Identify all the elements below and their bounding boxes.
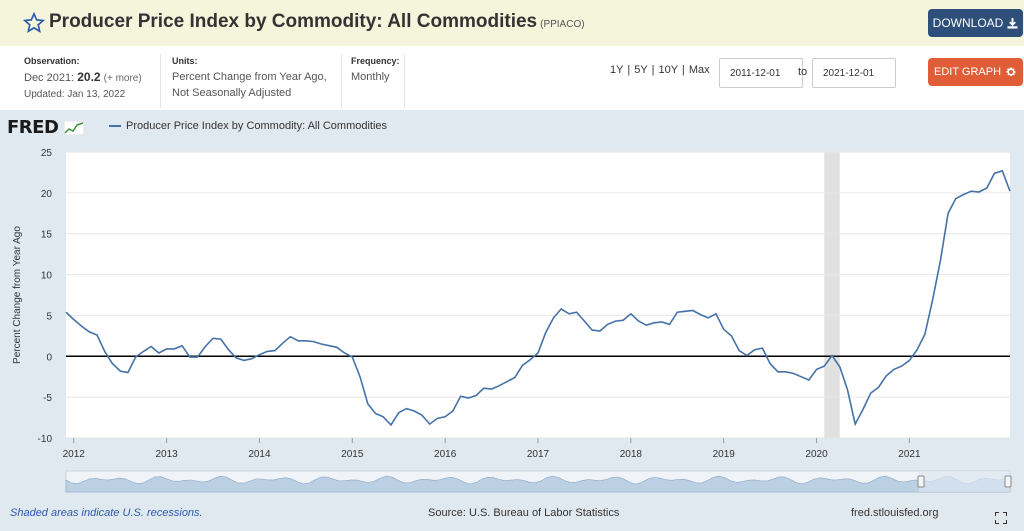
- start-date-input[interactable]: 2011-12-01: [719, 58, 803, 88]
- x-tick-label: 2018: [620, 449, 643, 460]
- x-tick-label: 2013: [155, 449, 178, 460]
- x-tick-label: 2012: [63, 449, 86, 460]
- series-title: Producer Price Index by Commodity: All C…: [49, 11, 538, 32]
- fullscreen-icon[interactable]: [995, 512, 1007, 524]
- observation-value: 20.2: [77, 70, 101, 84]
- series-line[interactable]: [65, 169, 1011, 427]
- observation-date: Dec 2021:: [24, 72, 75, 84]
- series-id: (PPIACO): [540, 19, 585, 30]
- meta-divider: [404, 54, 405, 108]
- units-line2: Not Seasonally Adjusted: [172, 87, 292, 99]
- recession-note: Shaded areas indicate U.S. recessions.: [10, 507, 203, 519]
- x-tick-label: 2021: [898, 449, 921, 460]
- x-tick-label: 2015: [341, 449, 364, 460]
- x-tick-label: 2019: [713, 449, 736, 460]
- y-tick-label: 5: [46, 311, 52, 322]
- chart-legend: Producer Price Index by Commodity: All C…: [109, 120, 387, 132]
- units-label: Units:: [172, 56, 198, 66]
- date-range-to-label: to: [798, 66, 808, 78]
- header-bar: Producer Price Index by Commodity: All C…: [0, 0, 1024, 46]
- units-line1: Percent Change from Year Ago,: [172, 71, 327, 83]
- download-button[interactable]: DOWNLOAD: [928, 9, 1023, 37]
- range-5y[interactable]: 5Y: [634, 64, 648, 76]
- observation-block: Observation: Dec 2021: 20.2 (+ more) Upd…: [24, 56, 142, 103]
- meta-divider: [160, 54, 161, 108]
- y-tick-label: 20: [41, 189, 53, 200]
- x-tick-label: 2016: [434, 449, 457, 460]
- fred-chart-icon: [63, 120, 85, 136]
- fred-logo[interactable]: FRED: [7, 117, 85, 138]
- y-axis-label: Percent Change from Year Ago: [12, 226, 23, 364]
- recession-band: [824, 152, 840, 438]
- units-block: Units: Percent Change from Year Ago, Not…: [172, 56, 327, 101]
- page-title: Producer Price Index by Commodity: All C…: [49, 11, 585, 33]
- plot-area: [66, 152, 1010, 438]
- frequency-block: Frequency: Monthly: [351, 56, 400, 85]
- navigator-series: [65, 475, 1011, 493]
- download-icon: [1007, 17, 1018, 29]
- y-tick-label: 0: [46, 352, 52, 363]
- end-date-input[interactable]: 2021-12-01: [812, 58, 896, 88]
- meta-divider: [341, 54, 342, 108]
- edit-graph-label: EDIT GRAPH: [933, 66, 1002, 78]
- range-max[interactable]: Max: [688, 64, 710, 76]
- range-10y[interactable]: 10Y: [658, 64, 678, 76]
- frequency-label: Frequency:: [351, 56, 400, 66]
- frequency-value: Monthly: [351, 71, 390, 83]
- range-selector: 1Y | 5Y | 10Y | Max: [610, 64, 710, 76]
- download-label: DOWNLOAD: [932, 16, 1004, 30]
- edit-graph-button[interactable]: EDIT GRAPH: [928, 58, 1023, 86]
- y-tick-label: -5: [43, 393, 52, 404]
- updated-date: Updated: Jan 13, 2022: [24, 89, 126, 100]
- legend-swatch: [109, 125, 121, 127]
- legend-label: Producer Price Index by Commodity: All C…: [126, 120, 388, 132]
- x-tick-label: 2014: [248, 449, 271, 460]
- source-note[interactable]: Source: U.S. Bureau of Labor Statistics: [428, 507, 620, 519]
- fred-logo-text: FRED: [7, 117, 59, 138]
- navigator-selection[interactable]: [919, 471, 1010, 492]
- x-tick-label: 2020: [805, 449, 828, 460]
- gear-icon: [1006, 67, 1016, 77]
- observation-more-link[interactable]: (+ more): [103, 73, 142, 84]
- site-link[interactable]: fred.stlouisfed.org: [851, 507, 939, 519]
- y-tick-label: 10: [41, 271, 53, 282]
- navigator-handle-right[interactable]: [1004, 475, 1012, 488]
- star-icon[interactable]: [23, 12, 45, 34]
- range-1y[interactable]: 1Y: [610, 64, 624, 76]
- navigator-handle-left[interactable]: [917, 475, 925, 488]
- y-tick-label: 15: [41, 230, 53, 241]
- observation-label: Observation:: [24, 56, 80, 66]
- x-tick-label: 2017: [527, 449, 550, 460]
- y-tick-label: -10: [38, 434, 53, 445]
- y-tick-label: 25: [41, 148, 53, 159]
